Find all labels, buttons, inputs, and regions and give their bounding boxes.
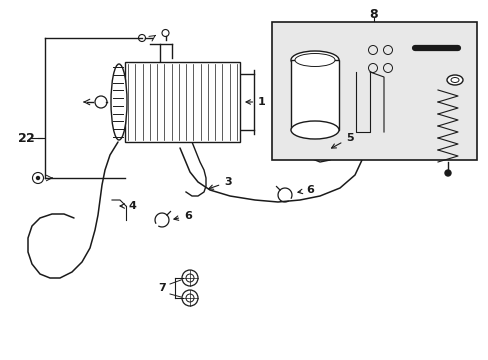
- Text: 6: 6: [297, 185, 313, 195]
- Text: 1: 1: [245, 97, 265, 107]
- Ellipse shape: [111, 64, 127, 140]
- Text: 5: 5: [331, 133, 353, 148]
- Text: 6: 6: [174, 211, 192, 221]
- Ellipse shape: [290, 121, 338, 139]
- Text: 8: 8: [369, 8, 378, 21]
- Circle shape: [37, 176, 40, 180]
- Text: 7: 7: [158, 283, 165, 293]
- Text: 2: 2: [25, 131, 34, 144]
- Ellipse shape: [294, 54, 334, 67]
- Bar: [125, 62, 240, 142]
- Bar: [290, 60, 338, 130]
- Bar: [271, 22, 476, 160]
- Text: 3: 3: [208, 177, 231, 189]
- Ellipse shape: [290, 51, 338, 69]
- Ellipse shape: [446, 75, 462, 85]
- Ellipse shape: [450, 77, 458, 82]
- Circle shape: [444, 170, 450, 176]
- Text: 4: 4: [120, 201, 136, 211]
- Text: 2: 2: [18, 131, 26, 144]
